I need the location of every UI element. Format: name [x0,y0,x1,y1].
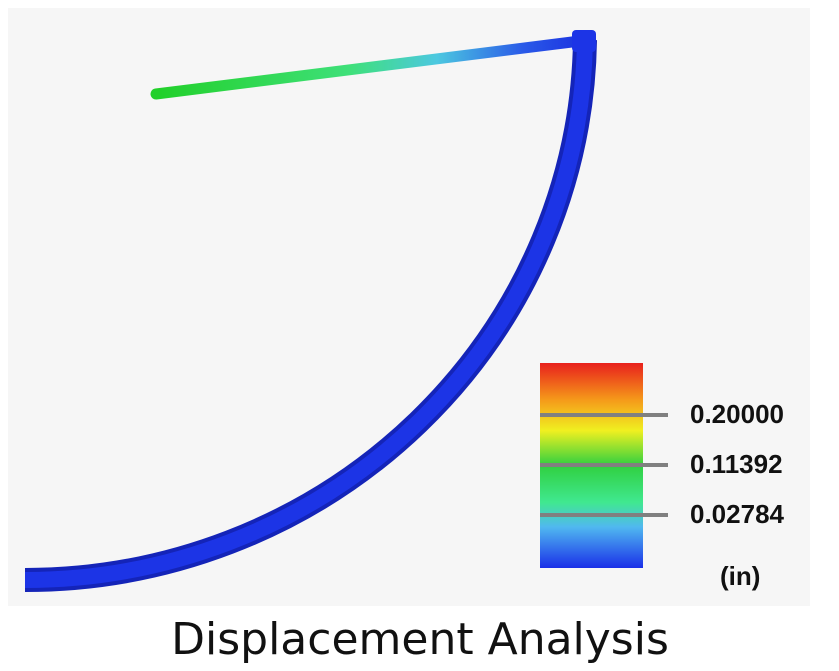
page: 0.20000 0.11392 0.02784 (in) Displacemen… [0,0,839,671]
result-view: 0.20000 0.11392 0.02784 (in) Displacemen… [0,0,839,671]
unit-label: (in) [720,561,760,591]
scale-label: 0.02784 [690,499,785,529]
scale-label: 0.11392 [690,449,783,479]
caption: Displacement Analysis [171,614,669,665]
scale-label: 0.20000 [690,399,784,429]
joint [572,30,596,52]
